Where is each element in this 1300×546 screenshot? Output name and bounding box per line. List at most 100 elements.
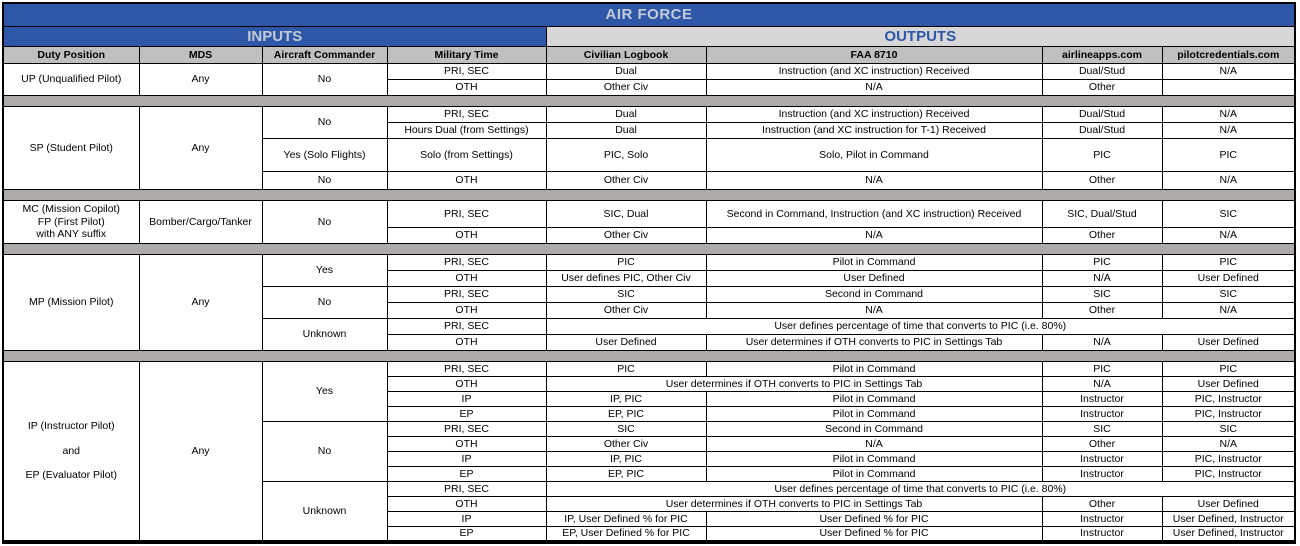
table-cell: N/A — [1161, 106, 1296, 123]
table-cell: PIC — [545, 254, 707, 271]
table-row: OTH User determines if OTH converts to PI… — [3, 496, 1296, 512]
table-cell: Second in Command — [705, 421, 1043, 437]
table-cell: PRI, SEC — [386, 421, 547, 437]
table-cell: PIC, Instructor — [1161, 451, 1296, 467]
table-cell: N/A — [705, 302, 1043, 319]
table-cell: OTH — [386, 376, 547, 392]
table-cell: User Defined % for PIC — [705, 511, 1043, 527]
section-separator — [2, 243, 1296, 255]
table-row: No PRI, SEC SIC Second in Command SIC SIC — [3, 421, 1296, 482]
table-cell: Instruction (and XC instruction) Receive… — [705, 63, 1043, 80]
table-cell: Yes — [261, 361, 388, 422]
table-cell: User Defined — [545, 334, 707, 351]
column-header-faa-8710: FAA 8710 — [705, 46, 1043, 64]
table-cell: SIC — [1161, 421, 1296, 437]
table-cell: PIC, Instructor — [1161, 391, 1296, 407]
table-cell: User determines if OTH converts to PIC i… — [545, 496, 1043, 512]
table-cell: Second in Command — [705, 286, 1043, 303]
table-cell: No — [261, 421, 388, 482]
section-separator — [2, 350, 1296, 362]
table-cell: Other — [1041, 171, 1163, 190]
table-cell: N/A — [705, 227, 1043, 244]
table-cell: N/A — [1161, 302, 1296, 319]
table-cell: Pilot in Command — [705, 406, 1043, 422]
section-separator — [2, 189, 1296, 201]
table-cell: N/A — [1161, 63, 1296, 80]
table-cell: Dual/Stud — [1041, 122, 1163, 139]
column-header-military-time: Military Time — [386, 46, 547, 64]
table-cell: OTH — [386, 496, 547, 512]
table-cell: Second in Command, Instruction (and XC i… — [705, 200, 1043, 228]
table-cell: Other Civ — [545, 302, 707, 319]
table-cell: Solo (from Settings) — [386, 138, 547, 172]
table-row: UP (Unqualified Pilot) Any No PRI, SEC Dual I… — [2, 63, 1296, 96]
table-cell: Dual/Stud — [1041, 63, 1163, 80]
table-cell: Unknown — [261, 481, 388, 542]
table-cell: Instructor — [1041, 466, 1163, 482]
table-cell: Yes — [261, 254, 388, 287]
table-cell: No — [261, 63, 388, 96]
table-cell: N/A — [705, 171, 1043, 190]
table-cell: PIC — [1161, 138, 1296, 172]
table-cell: Unknown — [261, 318, 388, 351]
table-cell: N/A — [1041, 376, 1163, 392]
table-cell: N/A — [705, 79, 1043, 96]
table-cell: Instructor — [1041, 511, 1163, 527]
table-cell: EP, User Defined % for PIC — [545, 526, 707, 542]
table-cell: IP — [386, 391, 547, 407]
table-cell: Any — [138, 361, 263, 542]
section-separator — [2, 95, 1296, 107]
table-cell: Other — [1041, 227, 1163, 244]
table-cell: SIC, Dual/Stud — [1041, 200, 1163, 228]
table-cell: MC (Mission Copilot) FP (First Pilot) with… — [2, 200, 140, 244]
table-cell: No — [261, 106, 388, 139]
table-cell: User Defined — [1161, 270, 1296, 287]
table-cell: Other Civ — [545, 436, 707, 452]
table-cell: N/A — [705, 436, 1043, 452]
table-cell: OTH — [386, 334, 547, 351]
table-cell: Dual — [545, 122, 707, 139]
table-cell: SIC — [1041, 421, 1163, 437]
table-cell: Dual/Stud — [1041, 106, 1163, 123]
table-cell: SIC — [1041, 286, 1163, 303]
table-cell: PRI, SEC — [386, 286, 547, 303]
table-cell: OTH — [386, 302, 547, 319]
title-row: AIR FORCE — [2, 2, 1296, 27]
table-cell: Pilot in Command — [705, 466, 1043, 482]
table-cell: User Defined, Instructor — [1161, 511, 1296, 527]
table-cell: Pilot in Command — [705, 391, 1043, 407]
table-cell: N/A — [1161, 227, 1296, 244]
table-cell: SP (Student Pilot) — [2, 106, 140, 190]
table-cell: PRI, SEC — [386, 481, 547, 497]
table-cell: Any — [138, 106, 263, 190]
table-cell: OTH — [386, 79, 547, 96]
table-cell: N/A — [1161, 122, 1296, 139]
table-row: MP (Mission Pilot) Any Yes PRI, SEC PIC Pilot… — [2, 254, 1296, 351]
table-cell: PIC — [1041, 254, 1163, 271]
table-cell: IP (Instructor Pilot) and EP (Evaluator Pi… — [2, 361, 140, 542]
table-cell: PRI, SEC — [386, 254, 547, 271]
column-header-mds: MDS — [138, 46, 263, 64]
table-cell: Instructor — [1041, 406, 1163, 422]
table-cell: PRI, SEC — [386, 63, 547, 80]
table-cell: Pilot in Command — [705, 254, 1043, 271]
table-cell: SIC, Dual — [545, 200, 707, 228]
table-cell: Other Civ — [545, 79, 707, 96]
table-cell: OTH — [386, 171, 547, 190]
table-cell: IP — [386, 451, 547, 467]
table-cell: Hours Dual (from Settings) — [386, 122, 547, 139]
table-cell: Dual — [545, 106, 707, 123]
table-cell: EP — [386, 466, 547, 482]
table-cell: PIC, Solo — [545, 138, 707, 172]
table-cell: N/A — [1161, 436, 1296, 452]
inputs-banner: INPUTS — [2, 26, 547, 47]
table-cell: EP — [386, 526, 547, 542]
column-header-civilian-logbook: Civilian Logbook — [545, 46, 707, 64]
table-cell: IP, User Defined % for PIC — [545, 511, 707, 527]
table-cell: PRI, SEC — [386, 106, 547, 123]
table-row: No OTH Other Civ N/A Other N/A — [3, 171, 1296, 190]
table-row: SP (Student Pilot) Any No PRI, SEC Dual Instr… — [2, 106, 1296, 190]
table-cell: User Defined — [1161, 496, 1296, 512]
table-cell: PIC — [545, 361, 707, 377]
